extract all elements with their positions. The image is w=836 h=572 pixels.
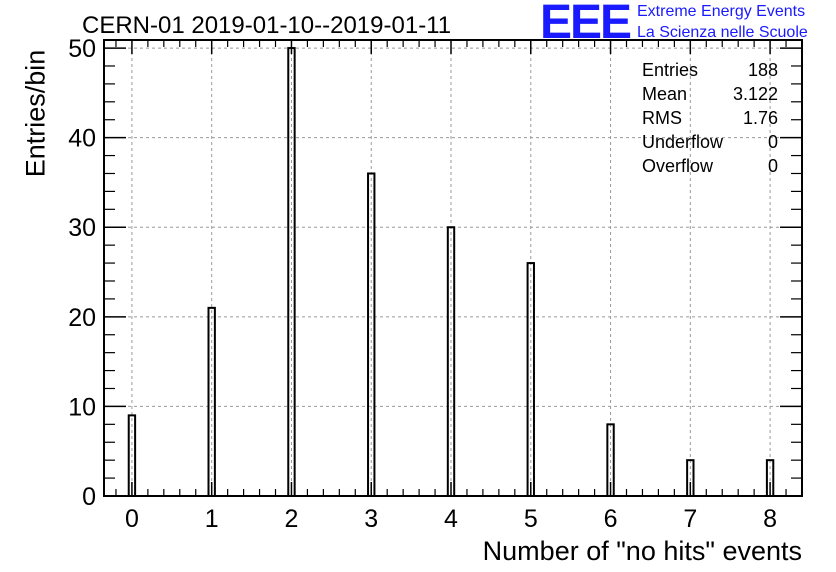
x-tick-label: 5 [524, 505, 538, 533]
stats-label: Mean [642, 84, 688, 104]
logo-line-2: La Scienza nelle Scuole [637, 24, 808, 41]
stats-value: 3.122 [732, 84, 778, 104]
x-tick-label: 7 [683, 505, 697, 533]
x-tick-label: 2 [285, 505, 299, 533]
y-tick-label: 40 [68, 125, 96, 153]
stats-value: 188 [747, 60, 778, 80]
x-tick-label: 1 [205, 505, 219, 533]
y-tick-label: 30 [68, 214, 96, 242]
stats-row-rms: RMS 1.76 [642, 106, 778, 130]
x-tick-label: 8 [763, 505, 777, 533]
stats-label: Overflow [642, 156, 714, 176]
x-tick-label: 4 [444, 505, 458, 533]
stats-value: 0 [767, 156, 778, 176]
x-tick-label: 6 [604, 505, 618, 533]
logo-line-1: Extreme Energy Events [637, 3, 806, 20]
stats-row-underflow: Underflow 0 [642, 130, 778, 154]
y-axis-label: Entries/bin [20, 49, 51, 178]
histogram-bar [287, 47, 296, 498]
stats-value: 0 [767, 132, 778, 152]
x-tick-label: 3 [364, 505, 378, 533]
stats-label: Entries [642, 60, 699, 80]
stats-box: Entries 188 Mean 3.122 RMS 1.76 Underflow 0 … [642, 58, 778, 178]
stats-row-overflow: Overflow 0 [642, 154, 778, 178]
chart-title: CERN-01 2019-01-10--2019-01-11 [82, 12, 452, 39]
stats-label: RMS [642, 108, 682, 128]
x-axis-label: Number of "no hits" events [482, 536, 802, 566]
y-tick-label: 20 [68, 304, 96, 332]
stats-label: Underflow [642, 132, 724, 152]
stats-row-entries: Entries 188 [642, 58, 778, 82]
stats-row-mean: Mean 3.122 [642, 82, 778, 106]
y-tick-label: 0 [82, 483, 96, 511]
eee-logo: EEE [540, 0, 632, 49]
y-tick-label: 10 [68, 393, 96, 421]
plot-frame [103, 39, 803, 497]
x-tick-label: 0 [125, 505, 139, 533]
stats-value: 1.76 [742, 108, 778, 128]
y-tick-label: 50 [68, 35, 96, 63]
